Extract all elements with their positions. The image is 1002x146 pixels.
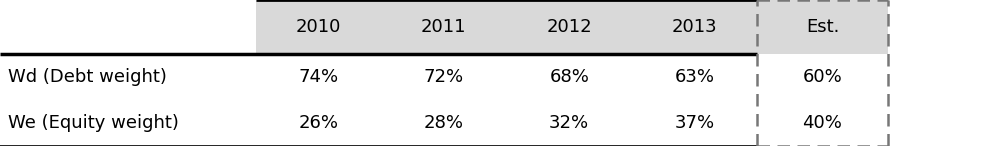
- Text: 60%: 60%: [802, 68, 842, 86]
- Bar: [631, 0, 757, 54]
- Bar: [381, 0, 506, 54]
- Text: 40%: 40%: [802, 114, 842, 132]
- Text: 37%: 37%: [673, 114, 714, 132]
- Text: 2013: 2013: [671, 18, 716, 36]
- Bar: [506, 0, 631, 54]
- Text: 28%: 28%: [424, 114, 463, 132]
- Text: Wd (Debt weight): Wd (Debt weight): [8, 68, 166, 86]
- Text: 2010: 2010: [296, 18, 341, 36]
- Text: 68%: 68%: [549, 68, 588, 86]
- Text: 63%: 63%: [674, 68, 713, 86]
- Text: 72%: 72%: [423, 68, 464, 86]
- Text: 2011: 2011: [421, 18, 466, 36]
- Text: We (Equity weight): We (Equity weight): [8, 114, 178, 132]
- Text: 32%: 32%: [548, 114, 589, 132]
- Text: 74%: 74%: [298, 68, 339, 86]
- Text: 26%: 26%: [299, 114, 338, 132]
- Text: 2012: 2012: [546, 18, 591, 36]
- Bar: [757, 0, 887, 54]
- Bar: [256, 0, 381, 54]
- Text: Est.: Est.: [805, 18, 839, 36]
